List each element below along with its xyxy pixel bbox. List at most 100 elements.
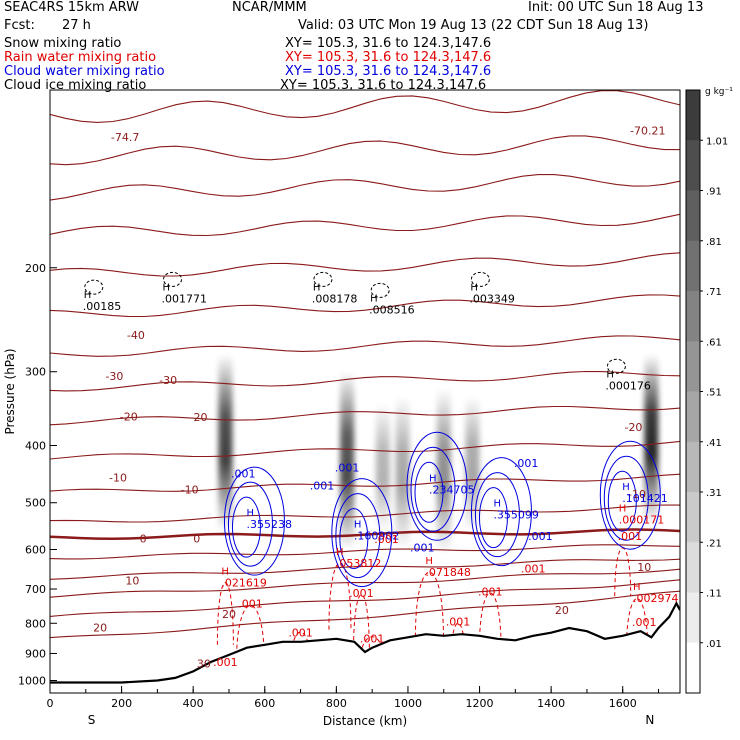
x-end-label-south: S: [88, 713, 96, 727]
temperature-contour: [50, 504, 680, 523]
rain-water-label: .001: [238, 598, 263, 611]
rain-water-contour: [216, 582, 234, 645]
snow-column: [436, 388, 451, 554]
temperature-label: -20: [120, 410, 138, 423]
cloud-water-label: .001: [310, 480, 335, 493]
cloud-ice-contour: [370, 282, 390, 298]
y-tick-label: 600: [25, 543, 46, 556]
colorbar-swatch: [686, 391, 700, 443]
rain-water-max-value: .053812: [336, 557, 382, 570]
cloud-water-contour: [406, 431, 468, 541]
cloud-ice-contour: [470, 271, 490, 287]
field-xy-rain: XY= 105.3, 31.6 to 124.3,147.6: [285, 50, 492, 65]
temperature-contour: [50, 294, 680, 318]
temperature-contour: [50, 568, 680, 598]
cloud-water-label: .001: [410, 542, 435, 555]
cloud-water-label: .001: [528, 530, 553, 543]
y-tick-label: 700: [25, 583, 46, 596]
x-end-label-north: N: [645, 713, 654, 727]
y-tick-label: 200: [25, 262, 46, 275]
colorbar-swatch: [686, 140, 700, 191]
cloud-water-max-marker: H: [429, 473, 437, 484]
cloud-water-max-value: .101421: [622, 492, 668, 505]
terrain-fill: [50, 603, 680, 693]
rain-water-max-marker: H: [633, 582, 641, 593]
x-tick-label: 1000: [394, 697, 422, 710]
cloud-ice-max-marker: H: [313, 282, 321, 293]
x-tick-label: 0: [47, 697, 54, 710]
colorbar-tick-label: .81: [706, 237, 722, 248]
forecast-label: Fcst:: [4, 18, 35, 33]
colorbar-tick-label: .01: [706, 639, 722, 650]
colorbar-swatch: [686, 341, 700, 392]
temperature-contour: [50, 174, 680, 201]
temperature-contour: [50, 440, 680, 460]
cloud-water-max-value: .355238: [246, 518, 291, 531]
cloud-ice-contour: [313, 271, 333, 287]
rain-water-max-marker: H: [221, 566, 229, 577]
colorbar-swatch: [686, 542, 700, 593]
y-tick-label: 500: [25, 497, 46, 510]
temperature-label: 10: [637, 561, 651, 574]
cloud-water-max-marker: H: [622, 482, 630, 493]
colorbar-swatch: [686, 291, 700, 342]
colorbar-unit: g kg⁻¹: [705, 87, 733, 97]
snow-column: [395, 396, 410, 550]
rain-water-max-value: .000171: [619, 513, 665, 526]
cloud-ice-max-value: .000176: [605, 379, 651, 392]
rain-water-max-marker: H: [336, 547, 344, 558]
cloud-water-contour: [599, 440, 661, 550]
temperature-label: -30: [105, 370, 123, 383]
cloud-water-contour: [227, 481, 273, 567]
cloud-water-label: .001: [335, 462, 360, 475]
temperature-label: -20: [190, 411, 208, 424]
temperature-label: 0: [140, 533, 147, 546]
rain-water-label: .001: [618, 530, 643, 543]
x-tick-label: 200: [111, 697, 132, 710]
cloud-ice-contour: [606, 358, 626, 374]
rain-water-label: .001: [360, 632, 385, 645]
field-name-rain: Rain water mixing ratio: [4, 50, 157, 65]
colorbar-tick-label: .71: [706, 287, 722, 298]
cloud-water-max-value: .355099: [493, 509, 539, 522]
temperature-label: -10: [628, 488, 646, 501]
rain-water-max-value: .021619: [221, 576, 266, 589]
cloud-water-max-marker: H: [493, 499, 501, 510]
plot-frame: [49, 89, 681, 694]
colorbar-swatch: [686, 240, 700, 292]
x-tick-label: 400: [183, 697, 204, 710]
cloud-water-contour: [339, 508, 369, 570]
temperature-label: -10: [181, 484, 199, 497]
temperature-contour: [50, 590, 680, 639]
x-tick-label: 800: [326, 697, 347, 710]
colorbar-swatch: [686, 592, 700, 644]
rain-water-label: .001: [349, 587, 374, 600]
cloud-ice-max-value: .00185: [83, 300, 122, 313]
freezing-level-contour: [50, 528, 680, 541]
y-tick-label: 900: [25, 647, 46, 660]
cloud-water-contour: [335, 493, 381, 579]
rain-water-label: .001: [213, 656, 238, 669]
cloud-ice-max-value: .008178: [312, 292, 358, 305]
colorbar-swatch: [686, 492, 700, 543]
colorbar-swatch: [686, 642, 700, 694]
cloud-ice-max-marker: H: [370, 293, 378, 304]
organization: NCAR/MMM: [232, 0, 307, 15]
temperature-contour: [50, 335, 680, 357]
cloud-water-contour: [414, 461, 444, 523]
x-tick-label: 1600: [609, 697, 637, 710]
model-title: SEAC4RS 15km ARW: [4, 0, 140, 15]
temperature-contour: [50, 90, 680, 123]
colorbar-tick-label: 1.01: [706, 136, 728, 147]
temperature-label: 20: [555, 604, 569, 617]
init-time: Init: 00 UTC Sun 18 Aug 13: [528, 0, 704, 15]
colorbar-tick-label: .11: [706, 589, 722, 600]
temperature-label: -10: [109, 471, 127, 484]
cloud-ice-max-marker: H: [84, 290, 92, 301]
snow-column: [465, 396, 480, 532]
field-xy-cloud-ice: XY= 105.3, 31.6 to 124.3,147.6: [280, 78, 487, 93]
temperature-label: -70.21: [630, 124, 665, 137]
colorbar-tick-label: .51: [706, 388, 722, 399]
forecast-hour: 27 h: [62, 18, 91, 33]
